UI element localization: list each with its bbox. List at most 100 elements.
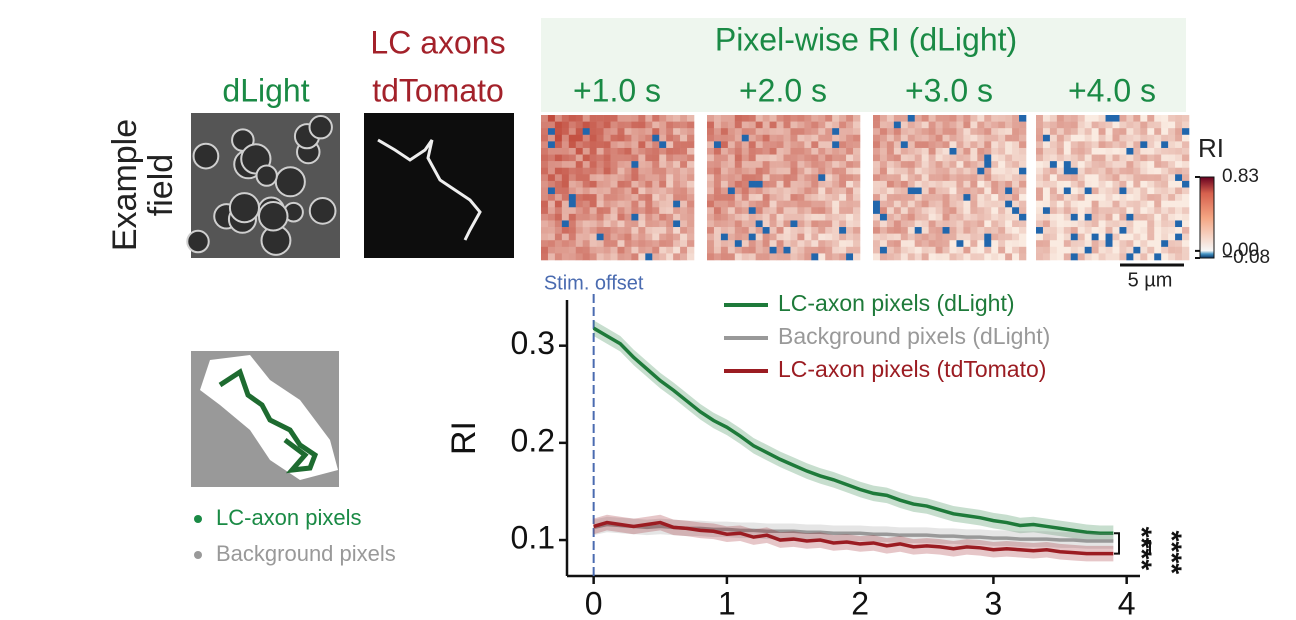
heatmap-pixel <box>879 253 888 261</box>
heatmap-pixel <box>687 180 695 188</box>
heatmap-pixel <box>1140 253 1148 261</box>
heatmap-pixel <box>1140 141 1148 149</box>
heatmap-pixel <box>666 174 674 182</box>
heatmap-pixel <box>554 187 563 195</box>
heatmap-pixel <box>921 207 929 215</box>
heatmap-pixel <box>547 180 556 188</box>
heatmap-pixel <box>755 227 763 234</box>
heatmap-pixel <box>998 240 1006 248</box>
heatmap-pixel <box>963 141 971 149</box>
heatmap-pixel <box>741 115 750 122</box>
heatmap-pixel <box>1098 200 1106 208</box>
heatmap-pixel <box>776 194 784 201</box>
heatmap-pixel <box>991 220 999 228</box>
heatmap-pixel <box>575 121 584 129</box>
heatmap-pixel <box>652 194 660 201</box>
heatmap-pixel <box>1168 115 1176 122</box>
heatmap-pixel <box>935 161 943 169</box>
heatmap-pixel <box>1182 161 1190 169</box>
heatmap-pixel <box>1161 227 1169 234</box>
heatmap-pixel <box>769 246 777 254</box>
heatmap-pixel <box>603 134 611 142</box>
heatmap-pixel <box>554 128 563 136</box>
heatmap-pixel <box>707 194 715 201</box>
heatmap-pixel <box>790 213 798 221</box>
heatmap-pixel <box>1077 213 1085 221</box>
heatmap-pixel <box>755 128 763 136</box>
heatmap-pixel <box>713 233 722 241</box>
heatmap-pixel <box>853 253 861 261</box>
heatmap-pixel <box>907 213 916 221</box>
heatmap-pixel <box>741 134 750 142</box>
heatmap-pixel <box>853 134 861 142</box>
heatmap-pixel <box>589 227 597 234</box>
heatmap-pixel <box>1182 187 1190 195</box>
heatmap-pixel <box>575 161 584 169</box>
heatmap-pixel <box>970 194 978 201</box>
heatmap-pixel <box>1119 220 1127 228</box>
heatmap-pixel <box>825 194 833 201</box>
heatmap-pixel <box>914 246 922 254</box>
heatmap-pixel <box>818 161 826 169</box>
heatmap-pixel <box>680 207 688 215</box>
heatmap-pixel <box>839 141 847 149</box>
heatmap-pixel <box>886 200 895 208</box>
heatmap-pixel <box>1161 207 1169 215</box>
heatmap-pixel <box>769 141 777 149</box>
heatmap-pixel <box>790 233 798 241</box>
heatmap-pixel <box>741 141 750 149</box>
heatmap-pixel <box>575 220 584 228</box>
heatmap-pixel <box>783 207 791 215</box>
heatmap-pixel <box>1168 240 1176 248</box>
image-title: LC axons <box>370 24 505 60</box>
heatmap-pixel <box>942 134 950 142</box>
heatmap-pixel <box>935 233 943 241</box>
heatmap-pixel <box>1063 246 1072 254</box>
heatmap-pixel <box>561 240 570 248</box>
heatmap-title: Pixel-wise RI (dLight) <box>715 21 1017 57</box>
heatmap-pixel <box>624 227 632 234</box>
heatmap-pixel <box>776 246 784 254</box>
heatmap-pixel <box>673 128 681 136</box>
heatmap-pixel <box>825 161 833 169</box>
heatmap-pixel <box>631 167 639 175</box>
heatmap-pixel <box>769 227 777 234</box>
heatmap-pixel <box>1042 194 1051 201</box>
heatmap-pixel <box>970 174 978 182</box>
heatmap-pixel <box>1063 134 1072 142</box>
heatmap-pixel <box>1012 207 1020 215</box>
heatmap-pixel <box>575 128 584 136</box>
heatmap-pixel <box>707 220 715 228</box>
heatmap-pixel <box>825 213 833 221</box>
heatmap-pixel <box>769 194 777 201</box>
heatmap-pixel <box>998 194 1006 201</box>
heatmap-pixel <box>1049 187 1058 195</box>
heatmap-pixel <box>886 180 895 188</box>
heatmap-pixel <box>631 233 639 241</box>
heatmap-pixel <box>1175 180 1183 188</box>
heatmap-pixel <box>1168 233 1176 241</box>
heatmap-pixel <box>818 141 826 149</box>
heatmap-pixel <box>1182 141 1190 149</box>
heatmap-pixel <box>610 233 618 241</box>
heatmap-pixel <box>1019 141 1027 149</box>
heatmap-pixel <box>886 227 895 234</box>
heatmap-pixel <box>956 167 964 175</box>
heatmap-pixel <box>1168 128 1176 136</box>
heatmap-pixel <box>886 194 895 201</box>
heatmap-pixel <box>720 147 729 155</box>
heatmap <box>541 115 695 261</box>
heatmap-pixel <box>811 128 819 136</box>
heatmap-pixel <box>935 180 943 188</box>
heatmap-pixel <box>610 194 618 201</box>
heatmap-pixel <box>680 227 688 234</box>
heatmap-pixel <box>547 115 556 122</box>
heatmap-pixel <box>921 161 929 169</box>
heatmap-pixel <box>1175 141 1183 149</box>
heatmap-pixel <box>687 213 695 221</box>
heatmap-pixel <box>687 233 695 241</box>
heatmap-pixel <box>1063 161 1072 169</box>
heatmap-pixel <box>1119 134 1127 142</box>
heatmap-pixel <box>680 128 688 136</box>
